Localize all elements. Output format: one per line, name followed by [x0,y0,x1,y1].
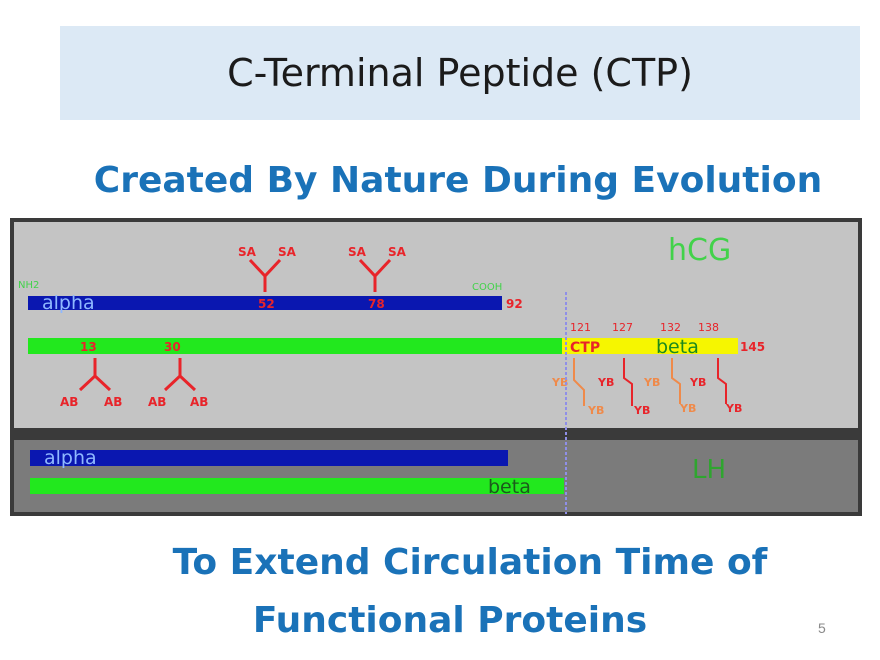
ab-label: AB [104,395,122,409]
o-glycan-label: YB [633,404,650,417]
ctp-pos-138: 138 [698,321,719,334]
beta-site-30: 30 [164,340,181,354]
ctp-segment [562,338,738,354]
ctp-pos-132: 132 [660,321,681,334]
sa-label: SA [388,245,407,259]
o-glycan-label: YB [551,376,568,389]
slide-title: C-Terminal Peptide (CTP) [227,51,693,95]
sa-label: SA [278,245,297,259]
hcg-beta-bar [28,338,562,354]
cooh-label: COOH [472,282,502,293]
o-glycan-chain [623,358,633,406]
o-glycan-label: YB [643,376,660,389]
o-glycan-chain [573,358,585,406]
beta-glycan-13: 13 AB AB [60,340,122,409]
o-glycan-label: YB [725,402,742,415]
ctp-pos-127: 127 [612,321,633,334]
nh2-label: NH2 [18,280,39,291]
glycan-branch [78,358,112,392]
beta-end-145: 145 [740,340,765,354]
sa-label: SA [348,245,367,259]
hcg-panel [14,222,858,428]
title-bar: C-Terminal Peptide (CTP) [60,26,860,120]
ab-label: AB [60,395,78,409]
footer-line-1: To Extend Circulation Time of [172,542,768,583]
slide-subtitle: Created By Nature During Evolution [93,160,823,201]
hcg-label: hCG [668,233,731,268]
lh-beta-bar [30,478,564,494]
hcg-alpha-label: alpha [42,292,95,314]
glycan-branch [358,258,392,292]
o-glycan-label: YB [679,402,696,415]
footer-line-2: Functional Proteins [252,600,648,641]
beta-site-13: 13 [80,340,97,354]
o-glycan-chain [671,358,681,404]
lh-label: LH [692,455,726,485]
ctp-o-glycans [573,358,727,406]
o-glycan-label: YB [597,376,614,389]
lh-alpha-bar [30,450,508,466]
sa-label: SA [238,245,257,259]
o-glycan-chain [717,358,727,404]
ab-label: AB [148,395,166,409]
glycan-branch [248,258,282,292]
o-glycan-label: YB [587,404,604,417]
hcg-alpha-bar [28,296,502,310]
alpha-end-92: 92 [506,297,523,311]
hcg-beta-label: beta [656,336,699,358]
alpha-site-52-marker: 52 [258,297,275,311]
lh-alpha-label: alpha [44,447,97,469]
lh-beta-label: beta [488,476,531,498]
alpha-glycan-78: SA SA 78 [348,245,407,309]
glycan-branch [163,358,197,392]
ab-label: AB [190,395,208,409]
ctp-pos-121: 121 [570,321,591,334]
o-glycan-label: YB [689,376,706,389]
alpha-site-78-marker: 78 [368,297,385,311]
page-number: 5 [818,620,826,636]
hcg-lh-diagram: hCG SA SA 52 SA SA 78 NH2 COOH alpha 52 … [10,218,862,516]
ctp-label: CTP [570,340,600,356]
beta-glycan-30: 30 AB AB [148,340,208,409]
